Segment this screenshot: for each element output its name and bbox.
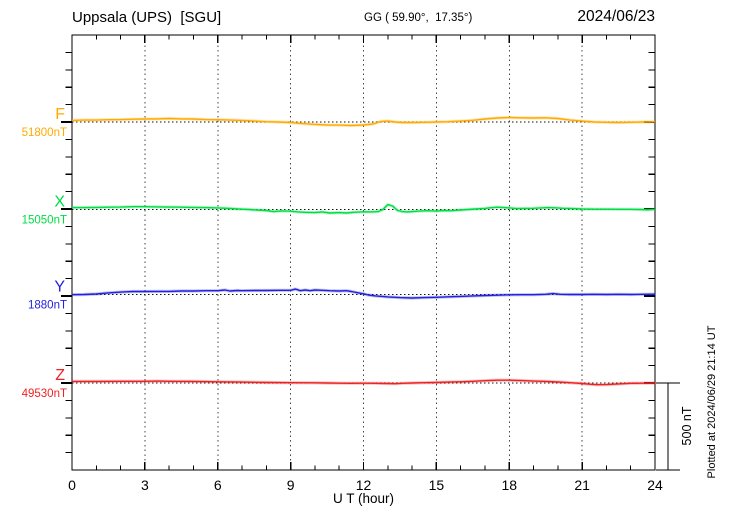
x-axis-title: U T (hour) xyxy=(332,491,395,506)
scale-bar-label: 500 nT xyxy=(680,406,694,446)
x-tick-label-24: 24 xyxy=(647,477,663,493)
series-baseline-value-X: 15050nT xyxy=(22,215,67,227)
scale-bar xyxy=(656,382,680,471)
traces-group xyxy=(71,115,656,387)
x-tick-label-21: 21 xyxy=(574,477,590,493)
x-tick-label-15: 15 xyxy=(429,477,445,493)
plot-date: 2024/06/23 xyxy=(577,8,655,25)
series-baseline-value-Y: 1880nT xyxy=(28,300,67,312)
trace-Y xyxy=(71,288,656,299)
series-baseline-value-F: 51800nT xyxy=(22,127,67,139)
series-baseline-value-Z: 49530nT xyxy=(22,388,67,400)
trace-Z xyxy=(72,379,656,386)
x-tick-label-12: 12 xyxy=(356,477,372,493)
geo-coordinates: GG ( 59.90°, 17.35°) xyxy=(364,12,473,24)
station-title: Uppsala (UPS) [SGU] xyxy=(72,9,222,26)
series-letter-Y: Y xyxy=(54,279,65,296)
trace-F xyxy=(71,116,656,127)
x-tick-label-0: 0 xyxy=(68,477,76,493)
x-tick-label-6: 6 xyxy=(214,477,222,493)
series-letter-F: F xyxy=(55,106,65,123)
axes-group xyxy=(61,34,656,471)
x-tick-label-3: 3 xyxy=(141,477,149,493)
trace-X xyxy=(72,203,656,214)
series-letter-Z: Z xyxy=(55,367,65,384)
plotted-at-note: Plotted at 2024/06/29 21:14 UT xyxy=(706,325,718,479)
x-tick-label-9: 9 xyxy=(287,477,295,493)
series-letter-X: X xyxy=(54,194,65,211)
x-tick-label-18: 18 xyxy=(501,477,517,493)
